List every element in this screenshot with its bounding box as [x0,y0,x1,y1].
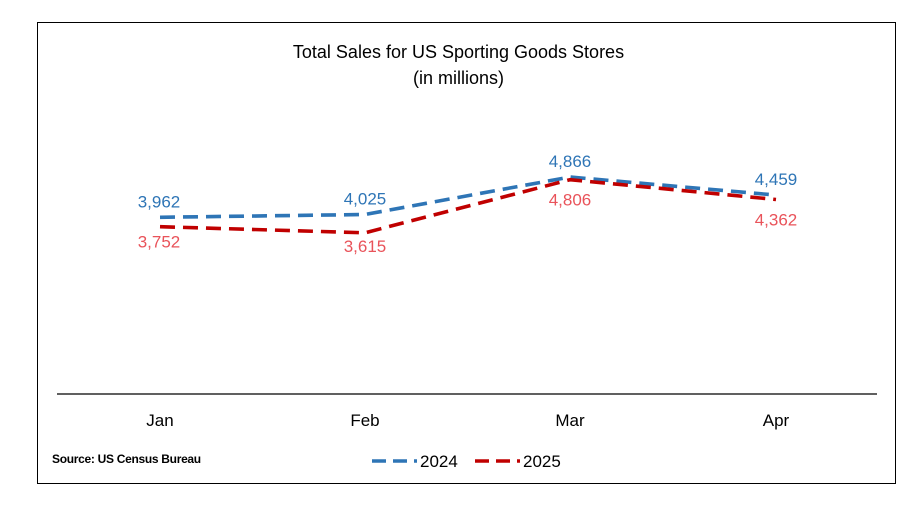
chart-title: Total Sales for US Sporting Goods Stores [292,42,625,62]
data-label-2025-mar: 4,806 [549,191,592,210]
x-tick-label-mar: Mar [555,411,585,430]
data-label-2025-jan: 3,752 [138,233,181,252]
series-line-2025 [159,177,777,235]
series-line-2024 [159,175,777,220]
source-note: Source: US Census Bureau [52,452,201,466]
data-label-2024-mar: 4,866 [549,152,592,171]
data-label-2024-apr: 4,459 [755,170,798,189]
x-tick-label-feb: Feb [350,411,379,430]
legend-label-2024: 2024 [420,452,458,471]
data-label-2024-feb: 4,025 [344,189,387,208]
data-label-2024-jan: 3,962 [138,192,181,211]
chart-frame [37,22,896,484]
x-tick-label-jan: Jan [146,411,173,430]
data-label-2025-apr: 4,362 [755,210,798,229]
x-tick-label-apr: Apr [763,411,790,430]
chart-subtitle: (in millions) [412,68,504,88]
data-label-2025-feb: 3,615 [344,237,387,256]
legend-label-2025: 2025 [523,452,561,471]
